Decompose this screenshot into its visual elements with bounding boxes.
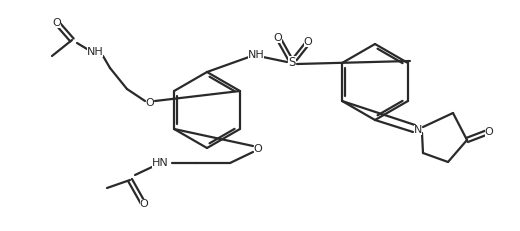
Text: O: O [53,18,61,28]
Text: O: O [304,37,313,47]
Text: S: S [288,55,296,69]
Text: HN: HN [152,158,168,168]
Text: N: N [414,125,422,135]
Text: O: O [485,127,493,137]
Text: NH: NH [87,47,103,57]
Text: NH: NH [248,50,264,60]
Text: O: O [146,98,154,108]
Text: O: O [254,144,263,154]
Text: O: O [140,199,148,209]
Text: O: O [274,33,282,43]
